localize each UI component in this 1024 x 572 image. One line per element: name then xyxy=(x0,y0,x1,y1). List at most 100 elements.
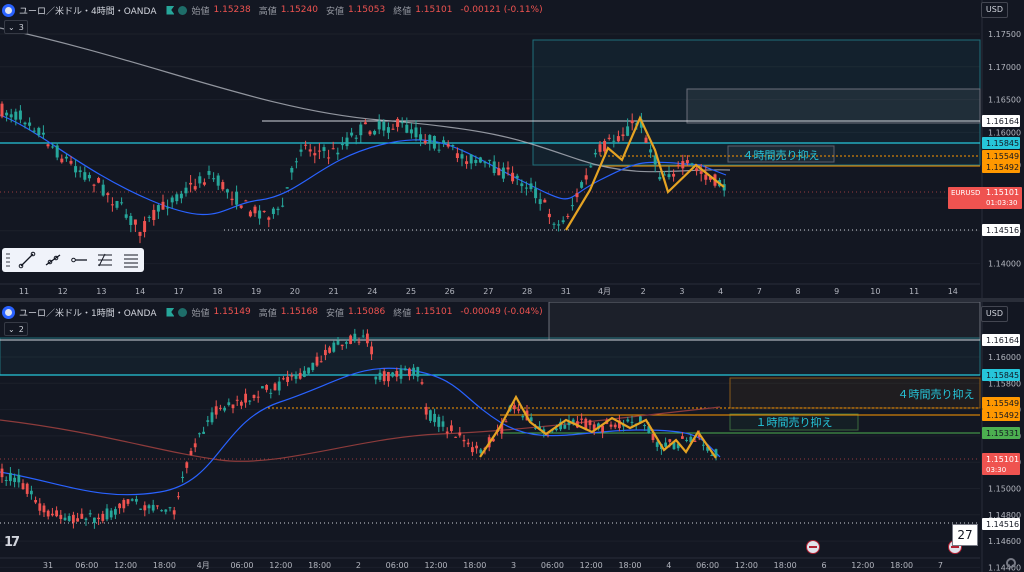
candle-body xyxy=(93,517,96,523)
currency-selector-4h[interactable]: USD xyxy=(980,2,1008,18)
candle-body xyxy=(179,193,183,199)
close-label: 終値 xyxy=(393,308,412,319)
candle-body xyxy=(212,178,216,180)
price-tag-label: 1.15845 xyxy=(986,371,1019,380)
chart-canvas-1h[interactable]: 1.160001.158001.156001.154001.152001.150… xyxy=(0,302,1024,572)
candle-body xyxy=(189,182,193,185)
candle-body xyxy=(400,122,404,124)
flag-icon[interactable] xyxy=(166,307,175,317)
candle-body xyxy=(84,518,88,521)
candle-body xyxy=(445,431,449,434)
candle-body xyxy=(547,213,551,218)
close-value: 1.15101 xyxy=(415,307,453,317)
candle-body xyxy=(395,370,399,377)
candle-body xyxy=(693,440,697,442)
candle-body xyxy=(345,137,349,147)
drawing-toolbar xyxy=(2,248,144,272)
parallel-channel-tool-icon[interactable] xyxy=(122,251,140,269)
candle-body xyxy=(166,207,170,209)
resistance-zone xyxy=(0,337,981,376)
candle-body xyxy=(353,333,357,342)
indicator-toggle-4h[interactable]: ⌄ 3 xyxy=(4,20,28,34)
candle-body xyxy=(458,432,462,436)
candle-body xyxy=(639,416,642,423)
candle-body xyxy=(517,409,520,411)
candle-body xyxy=(214,406,218,415)
chart-canvas-4h[interactable]: 1.175001.170001.165001.160001.155001.150… xyxy=(0,0,1024,298)
candle-body xyxy=(423,140,427,144)
candle-body xyxy=(18,110,22,120)
symbol-title[interactable]: ユーロ／米ドル・1時間・OANDA xyxy=(19,308,157,319)
zone-label-1h: １時間売り抑え xyxy=(756,415,833,429)
candle-body xyxy=(714,449,718,457)
candle-body xyxy=(164,509,168,512)
horizontal-ray-tool-icon[interactable] xyxy=(70,251,88,269)
candle-body xyxy=(391,372,394,377)
x-tick-label: 11 xyxy=(19,287,29,296)
currency-pair-icon xyxy=(2,3,15,17)
sell-zone-1h xyxy=(729,413,859,431)
drag-handle-icon[interactable] xyxy=(6,253,10,267)
trend-line-tool-icon[interactable] xyxy=(18,251,36,269)
high-zone xyxy=(686,88,981,124)
candle-body xyxy=(690,163,694,165)
x-tick-label: 18 xyxy=(212,287,222,296)
candle-body xyxy=(193,186,197,190)
candle-body xyxy=(51,513,54,516)
x-tick-label: 9 xyxy=(834,287,839,296)
x-tick-label: 18:00 xyxy=(774,561,797,570)
ma-20-line xyxy=(0,114,727,216)
candle-body xyxy=(368,131,372,135)
candle-body xyxy=(589,166,593,168)
candle-body xyxy=(303,370,306,377)
candle-body xyxy=(432,135,436,149)
currency-pair-icon xyxy=(2,305,15,319)
candle-body xyxy=(139,508,142,510)
candle-body xyxy=(210,412,214,423)
x-tick-label: 7 xyxy=(938,561,943,570)
candle-body xyxy=(557,224,561,226)
candle-body xyxy=(181,476,184,478)
candle-body xyxy=(9,114,13,118)
candle-body xyxy=(474,159,478,163)
candle-body xyxy=(374,376,378,380)
flag-icon[interactable] xyxy=(166,5,175,15)
chart-pane-4h[interactable]: 1.175001.170001.165001.160001.155001.150… xyxy=(0,0,1024,298)
candle-body xyxy=(454,436,457,438)
settings-icon[interactable] xyxy=(1006,558,1016,568)
x-tick-label: 06:00 xyxy=(541,561,564,570)
candle-body xyxy=(248,400,252,402)
indicator-toggle-1h[interactable]: ⌄ 2 xyxy=(4,322,28,336)
x-tick-label: 06:00 xyxy=(75,561,98,570)
candle-body xyxy=(643,425,646,427)
symbol-title[interactable]: ユーロ／米ドル・4時間・OANDA xyxy=(19,6,157,17)
economic-event-flag-icon[interactable] xyxy=(806,540,820,554)
x-tick-label: 12 xyxy=(58,287,68,296)
candle-body xyxy=(704,174,708,180)
ma-200-line xyxy=(0,27,731,173)
candle-body xyxy=(60,158,64,163)
candle-body xyxy=(340,143,344,146)
candle-body xyxy=(399,368,403,379)
x-tick-label: 12:00 xyxy=(269,561,292,570)
currency-selector-1h[interactable]: USD xyxy=(980,306,1008,322)
y-tick-label: 1.16000 xyxy=(988,353,1021,362)
candle-body xyxy=(327,157,331,159)
candle-body xyxy=(639,119,643,128)
tradingview-logo[interactable]: 17 xyxy=(4,535,20,550)
ray-tool-icon[interactable] xyxy=(44,251,62,269)
candle-body xyxy=(697,434,701,438)
candle-body xyxy=(433,413,436,423)
price-tag xyxy=(982,224,1020,236)
price-tag xyxy=(982,334,1020,346)
pane-separator[interactable] xyxy=(0,298,1024,302)
candle-body xyxy=(366,333,369,344)
fib-retracement-tool-icon[interactable] xyxy=(96,251,114,269)
candle-body xyxy=(120,202,124,204)
candle-body xyxy=(17,474,21,483)
x-tick-label: 27 xyxy=(483,287,493,296)
candle-body xyxy=(175,194,179,202)
candle-body xyxy=(55,510,58,517)
candle-body xyxy=(403,368,407,371)
chart-pane-1h[interactable]: 1.160001.158001.156001.154001.152001.150… xyxy=(0,302,1024,572)
